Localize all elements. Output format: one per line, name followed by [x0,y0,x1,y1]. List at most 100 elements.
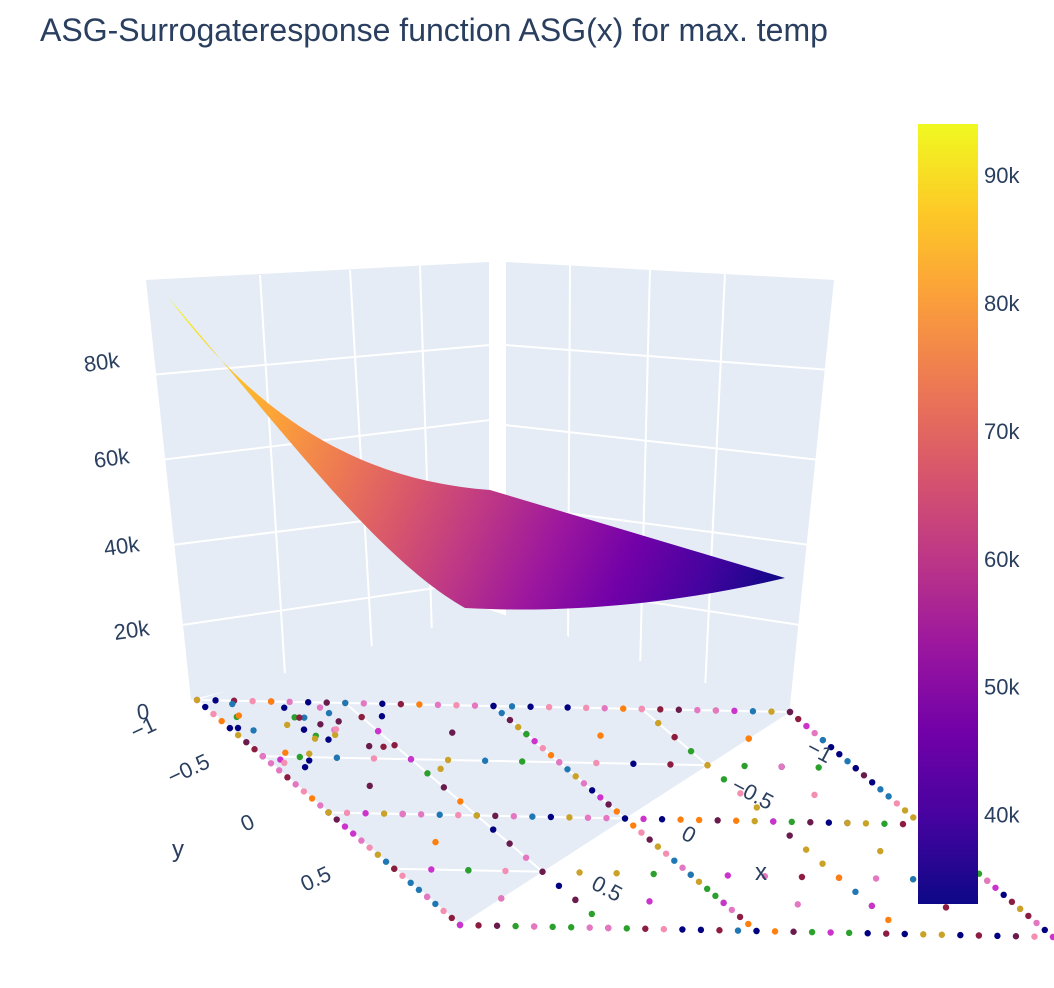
sample-point [712,892,719,900]
sample-point [358,837,365,844]
sample-point [493,922,501,929]
z-axis-ticks: 80k 60k 40k 20k 0 [82,347,152,725]
sample-point [1000,891,1007,899]
sample-point [304,699,312,706]
sample-point [714,817,721,824]
sample-point [736,913,744,921]
sample-point [597,732,604,739]
sample-point [333,816,340,823]
sample-point [883,930,890,937]
sample-point [218,717,225,725]
sample-point [825,819,833,826]
sample-point [432,838,439,846]
sample-point [475,922,482,929]
sample-point [845,929,853,937]
sample-point [695,878,703,885]
sample-point [286,698,293,706]
sample-point [453,702,460,709]
sample-point [808,928,816,936]
sample-point [417,811,425,818]
sample-point [737,790,744,797]
sample-point [786,832,793,839]
sample-point [317,802,324,809]
sample-point [909,876,917,883]
wall-gridline [159,419,491,461]
sample-point [473,812,480,819]
sample-point [498,895,505,902]
sample-point [938,931,946,938]
sample-point [957,931,964,939]
sample-point [877,786,884,793]
sample-point [564,766,571,773]
sample-point [942,904,950,911]
sample-point [358,713,365,721]
sample-point [490,702,497,710]
sample-point [283,721,291,729]
sample-point [449,729,456,736]
sample-point [613,870,620,877]
sample-point [630,760,637,767]
sample-point [343,809,351,817]
sample-point [613,808,620,815]
sample-point [751,817,758,825]
sample-point [1041,926,1048,934]
sample-point [549,923,556,931]
sample-point [492,812,499,820]
wall-gridline [639,267,651,671]
sample-point [234,724,242,732]
sample-point [539,744,547,752]
sample-point [605,801,612,808]
sample-point [567,924,575,931]
sample-point [868,902,876,910]
sample-point [539,868,546,875]
sample-point [518,758,526,765]
sample-point [654,719,662,727]
sample-point [593,759,600,767]
sample-point [671,857,678,864]
sample-point [416,701,423,708]
sample-point [872,875,880,882]
sample-point [803,722,810,730]
sample-point [687,871,694,878]
sample-point [362,810,369,817]
sample-point [456,921,464,929]
wall-gridline [504,344,831,371]
response-surface[interactable] [168,297,785,610]
sample-point [489,826,497,833]
sample-point [662,850,670,857]
wall-gridline [259,274,286,676]
sample-point [623,925,630,932]
sample-point [807,819,814,826]
sample-point [584,814,592,821]
sample-point [370,755,378,762]
sample-point [864,930,871,937]
sample-point [249,697,256,705]
sample-point [677,816,684,823]
sample-point [695,816,703,824]
z-tick-label: 40k [102,531,142,561]
y-tick-label: −1 [127,711,160,744]
x-tick-label: 0 [678,820,701,848]
sample-point [741,762,748,770]
colorbar-tick-label: 40k [984,802,1020,827]
sample-point [658,816,666,823]
sample-point [323,699,330,706]
sample-point [212,697,219,704]
sample-point [588,787,596,794]
sample-point [885,793,892,800]
sample-point [243,738,250,746]
floor-plane [197,610,790,925]
sample-point [572,773,579,780]
sample-point [508,703,516,710]
sample-point [374,727,382,735]
sample-point [407,879,414,887]
sample-point [671,733,678,741]
x-axis-title: x [755,859,767,886]
sample-point [440,784,448,791]
sample-point [481,757,489,764]
sample-point [868,779,876,786]
sample-point [788,818,795,826]
sample-point [761,873,769,880]
sample-point [1016,905,1024,913]
